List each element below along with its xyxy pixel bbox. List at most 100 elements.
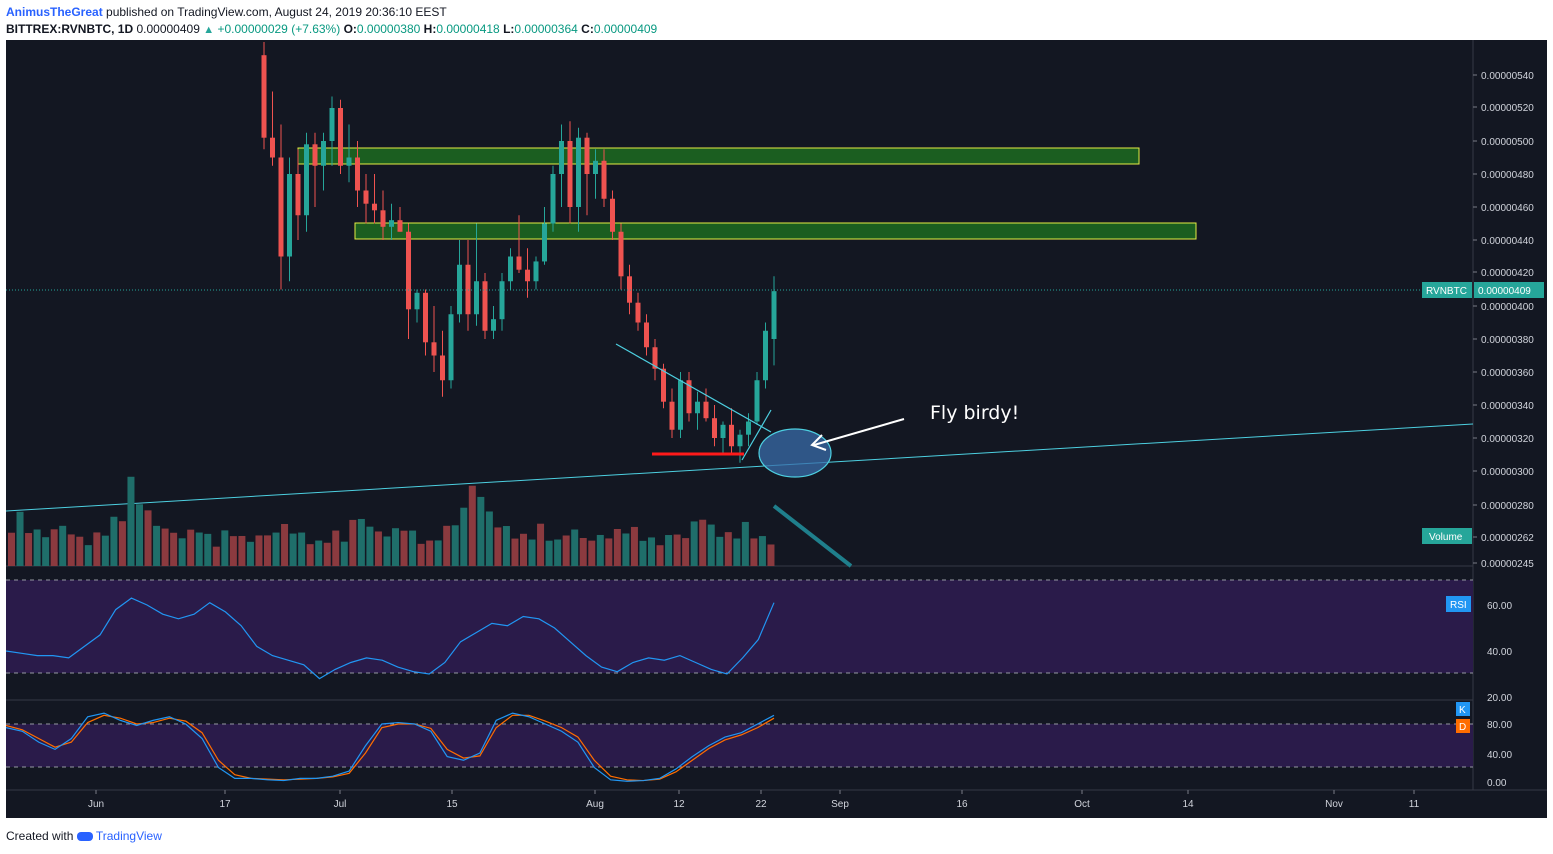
volume-bar xyxy=(545,540,553,566)
volume-bar xyxy=(110,516,118,566)
volume-bar xyxy=(451,525,459,566)
volume-bar xyxy=(315,540,323,566)
x-tick-label: 16 xyxy=(956,799,968,810)
volume-bar xyxy=(229,536,237,566)
x-tick-label: 17 xyxy=(219,799,231,810)
candle-body xyxy=(448,314,454,381)
annotation-arrowhead xyxy=(810,434,827,451)
tradingview-link[interactable]: TradingView xyxy=(95,829,162,843)
stoch-band xyxy=(6,724,1473,767)
candle-body xyxy=(686,380,692,414)
volume-bar xyxy=(289,533,297,566)
volume-bar xyxy=(246,541,254,566)
author-link[interactable]: AnimusTheGreat xyxy=(6,5,103,19)
open-label: O: xyxy=(343,22,357,36)
candle-body xyxy=(525,269,530,282)
candle-body xyxy=(754,380,760,422)
volume-bar xyxy=(443,525,451,566)
volume-bar xyxy=(281,523,289,566)
support-trendline xyxy=(6,423,1474,512)
candle-body xyxy=(695,401,700,414)
volume-bar xyxy=(758,536,766,566)
annotation-text: Fly birdy! xyxy=(930,402,1019,424)
candle-body xyxy=(304,144,309,216)
volume-bar xyxy=(357,518,365,566)
candle-body xyxy=(584,137,590,174)
y-tick-label: 0.00000440 xyxy=(1481,236,1534,247)
volume-bar xyxy=(417,543,425,566)
volume-bar xyxy=(511,538,519,566)
symbol-header: BITTREX:RVNBTC, 1D 0.00000409 ▲ +0.00000… xyxy=(6,22,657,36)
candle-body xyxy=(474,281,479,315)
volume-bar xyxy=(187,529,195,566)
x-tick-label: 11 xyxy=(1409,799,1420,810)
volume-tag-label: Volume xyxy=(1429,532,1463,543)
breakout-line xyxy=(741,409,772,461)
volume-bar xyxy=(502,526,510,566)
volume-bar xyxy=(272,532,280,566)
y-tick-label: 0.00000420 xyxy=(1481,268,1534,279)
volume-bar xyxy=(741,521,749,566)
tradingview-logo-icon xyxy=(76,832,93,842)
candle-body xyxy=(644,322,649,348)
stoch-k-tag-label: K xyxy=(1459,705,1466,716)
volume-bar xyxy=(630,526,638,566)
x-tick-label: Aug xyxy=(586,799,604,810)
y-tick-label: 0.00000360 xyxy=(1481,368,1534,379)
y-tick-label: 0.00000460 xyxy=(1481,203,1534,214)
volume-tag xyxy=(1422,528,1472,544)
candle-body xyxy=(431,342,437,356)
y-tick-label: 0.00000520 xyxy=(1481,103,1534,114)
low-value: 0.00000364 xyxy=(514,22,578,36)
volume-bar xyxy=(298,532,306,566)
candle-body xyxy=(516,256,522,270)
volume-bar xyxy=(127,476,135,566)
stoch-tick-label: 40.00 xyxy=(1487,750,1512,761)
volume-bar xyxy=(588,540,596,566)
volume-bar xyxy=(477,496,485,566)
candle-body xyxy=(737,434,743,447)
candle-body xyxy=(550,174,556,224)
rsi-band xyxy=(6,580,1473,673)
volume-bar xyxy=(468,485,476,566)
volume-bar xyxy=(528,539,536,566)
rsi-tag-label: RSI xyxy=(1450,600,1467,611)
volume-bar xyxy=(682,538,690,566)
candle-body xyxy=(593,160,598,174)
volume-bar xyxy=(605,538,613,566)
resistance-zone-lower xyxy=(354,222,1197,240)
volume-bar xyxy=(221,530,229,566)
teal-projection-line xyxy=(772,504,853,568)
volume-bar xyxy=(264,535,271,566)
candle-body xyxy=(720,424,726,438)
candle-body xyxy=(372,203,377,211)
candle-body xyxy=(312,144,318,166)
high-label: H: xyxy=(423,22,437,36)
symbol-label: BITTREX:RVNBTC, 1D xyxy=(6,22,134,36)
price-chart[interactable]: Fly birdy! RVNBTC 0.00000409 0.00000540 0.00… xyxy=(6,40,1547,818)
volume-bar xyxy=(673,534,681,566)
rsi-tick-label: 20.00 xyxy=(1487,693,1512,704)
volume-bar xyxy=(554,539,562,566)
x-tick-label: 12 xyxy=(673,799,685,810)
volume-bar xyxy=(485,511,493,566)
volume-bar xyxy=(323,542,331,566)
y-tick-label: 0.00000245 xyxy=(1481,559,1534,570)
price-change: +0.00000029 (+7.63%) xyxy=(217,22,341,36)
high-value: 0.00000418 xyxy=(436,22,500,36)
candle-body xyxy=(771,291,777,339)
volume-bar xyxy=(144,510,152,566)
volume-bar xyxy=(383,536,391,566)
candle-body xyxy=(346,157,352,166)
rsi-line xyxy=(6,597,775,680)
candle-body xyxy=(287,174,292,257)
volume-bar xyxy=(648,537,655,566)
volume-bar xyxy=(33,529,41,566)
candle-body xyxy=(482,281,488,331)
volume-bar xyxy=(67,534,75,566)
volume-bar xyxy=(170,532,178,566)
volume-bar xyxy=(212,546,220,566)
resistance-zone-upper xyxy=(297,147,1140,165)
symbol-tag-label: RVNBTC xyxy=(1426,286,1467,297)
x-tick-label: 22 xyxy=(755,799,767,810)
